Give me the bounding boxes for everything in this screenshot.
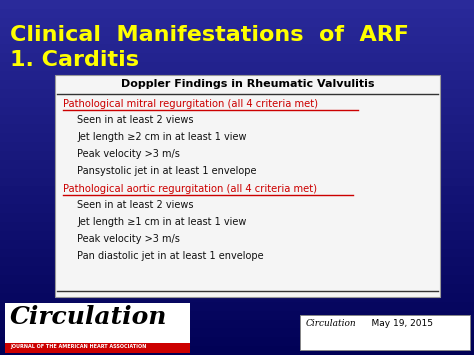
Bar: [0, 133, 474, 142]
Text: JOURNAL OF THE AMERICAN HEART ASSOCIATION: JOURNAL OF THE AMERICAN HEART ASSOCIATIO…: [10, 344, 146, 349]
Bar: [0, 18, 474, 27]
Text: Circulation: Circulation: [10, 305, 167, 329]
Bar: [0, 257, 474, 266]
Bar: [0, 204, 474, 213]
Bar: [0, 89, 474, 98]
Text: Jet length ≥2 cm in at least 1 view: Jet length ≥2 cm in at least 1 view: [77, 132, 246, 142]
Bar: [55, 75, 440, 297]
Bar: [0, 231, 474, 240]
Text: Pansystolic jet in at least 1 envelope: Pansystolic jet in at least 1 envelope: [77, 166, 256, 176]
Bar: [0, 337, 474, 346]
Bar: [0, 240, 474, 248]
Bar: [0, 106, 474, 115]
Bar: [0, 142, 474, 151]
Bar: [0, 160, 474, 169]
Bar: [0, 169, 474, 178]
Bar: [300, 315, 470, 350]
Bar: [0, 284, 474, 293]
Bar: [0, 320, 474, 328]
Text: Pathological aortic regurgitation (all 4 criteria met): Pathological aortic regurgitation (all 4…: [63, 184, 317, 194]
Text: Clinical  Manifestations  of  ARF: Clinical Manifestations of ARF: [10, 25, 409, 45]
Bar: [0, 178, 474, 186]
Bar: [0, 275, 474, 284]
Text: May 19, 2015: May 19, 2015: [360, 319, 433, 328]
Text: Pathological mitral regurgitation (all 4 criteria met): Pathological mitral regurgitation (all 4…: [63, 99, 318, 109]
Text: Peak velocity >3 m/s: Peak velocity >3 m/s: [77, 234, 180, 244]
Text: Peak velocity >3 m/s: Peak velocity >3 m/s: [77, 149, 180, 159]
Bar: [0, 36, 474, 44]
Bar: [0, 44, 474, 53]
Bar: [0, 0, 474, 9]
Text: Doppler Findings in Rheumatic Valvulitis: Doppler Findings in Rheumatic Valvulitis: [121, 79, 374, 89]
Bar: [0, 213, 474, 222]
Bar: [0, 186, 474, 195]
Bar: [0, 115, 474, 124]
Bar: [0, 9, 474, 18]
Bar: [0, 248, 474, 257]
Text: Circulation: Circulation: [306, 319, 356, 328]
Bar: [0, 71, 474, 80]
Bar: [0, 62, 474, 71]
Bar: [0, 311, 474, 320]
Bar: [5, 303, 190, 353]
Bar: [0, 222, 474, 231]
Bar: [0, 293, 474, 302]
Bar: [0, 195, 474, 204]
Bar: [0, 98, 474, 106]
Bar: [0, 53, 474, 62]
Bar: [0, 328, 474, 337]
Text: Jet length ≥1 cm in at least 1 view: Jet length ≥1 cm in at least 1 view: [77, 217, 246, 227]
Bar: [5, 343, 190, 353]
Bar: [0, 80, 474, 89]
Bar: [0, 27, 474, 36]
Bar: [0, 302, 474, 311]
Bar: [0, 124, 474, 133]
Text: Pan diastolic jet in at least 1 envelope: Pan diastolic jet in at least 1 envelope: [77, 251, 264, 261]
Text: Seen in at least 2 views: Seen in at least 2 views: [77, 115, 193, 125]
Text: Seen in at least 2 views: Seen in at least 2 views: [77, 200, 193, 210]
Text: 1. Carditis: 1. Carditis: [10, 50, 139, 70]
Bar: [0, 266, 474, 275]
Bar: [0, 346, 474, 355]
Bar: [0, 151, 474, 160]
